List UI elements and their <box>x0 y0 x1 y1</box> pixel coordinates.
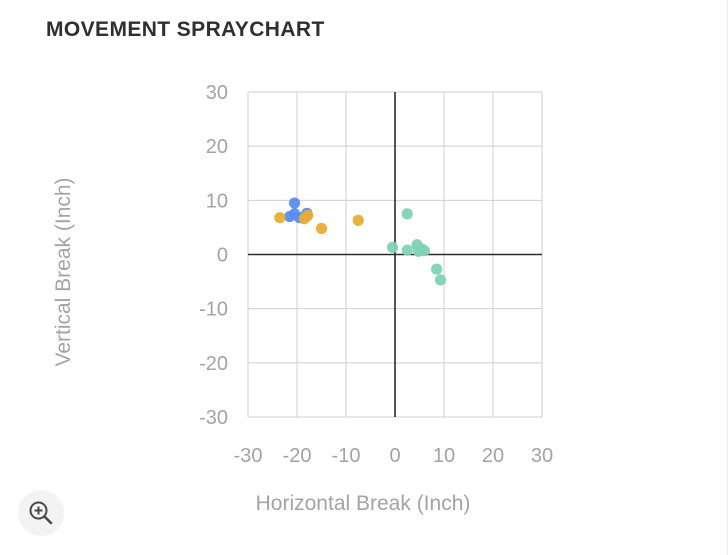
data-point <box>434 274 447 286</box>
x-tick-label: 10 <box>433 445 455 467</box>
x-tick-label: 20 <box>482 445 504 467</box>
y-tick-label: 10 <box>206 190 228 212</box>
data-point <box>401 208 413 220</box>
data-point <box>284 210 296 223</box>
x-tick-label: -20 <box>283 445 312 467</box>
data-point <box>302 209 314 222</box>
data-point <box>386 241 399 254</box>
y-tick-label: -20 <box>199 353 228 375</box>
zoom-in-icon <box>29 501 53 525</box>
data-point <box>431 263 443 275</box>
series-1 <box>274 209 364 235</box>
y-tick-label: -30 <box>199 407 228 429</box>
x-tick-label: -30 <box>234 445 263 467</box>
y-axis-label: Vertical Break (Inch) <box>52 177 75 366</box>
y-tick-label: 0 <box>217 245 228 267</box>
data-points <box>274 197 447 286</box>
data-point <box>352 214 364 226</box>
tick-labels: -30 -20 -10 0 10 20 30 30 20 10 0 -10 -20 -30 <box>199 82 553 467</box>
x-tick-label: 30 <box>531 445 553 467</box>
x-axis-label: Horizontal Break (Inch) <box>256 492 471 515</box>
chart-title: MOVEMENT SPRAYCHART <box>46 18 325 41</box>
data-point <box>288 197 301 209</box>
y-tick-label: 30 <box>206 82 228 104</box>
y-tick-label: -10 <box>199 299 228 321</box>
x-tick-label: 0 <box>389 445 400 467</box>
x-tick-label: -10 <box>332 445 361 467</box>
zero-axes <box>248 92 542 417</box>
series-2 <box>386 208 447 286</box>
data-point <box>315 222 328 235</box>
data-point <box>401 244 413 256</box>
zoom-button[interactable] <box>18 490 64 536</box>
y-tick-label: 20 <box>206 136 228 158</box>
data-point <box>418 245 430 257</box>
data-point <box>274 212 286 224</box>
